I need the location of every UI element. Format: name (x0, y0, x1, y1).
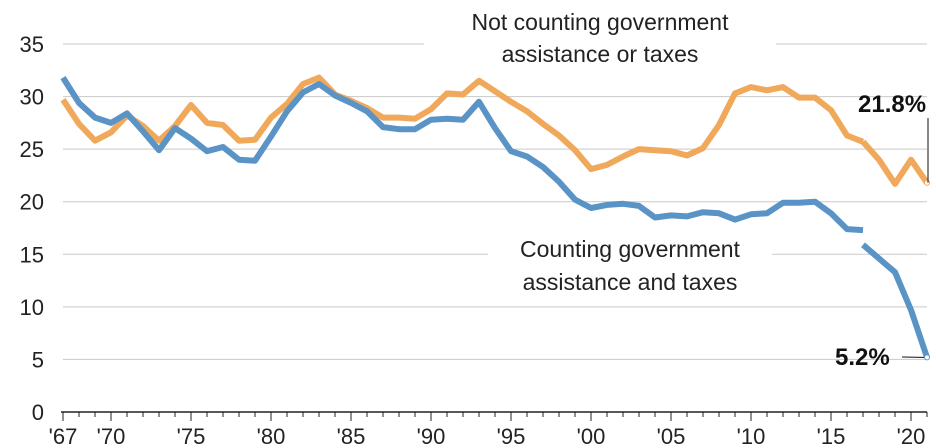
x-tick-label: '80 (257, 424, 286, 448)
series-line-0-segment-0 (60, 74, 865, 173)
y-tick-label: 5 (32, 347, 44, 372)
y-tick-label: 0 (32, 400, 44, 425)
annotation-mask (424, 4, 776, 72)
series-end-label: 21.8% (858, 91, 926, 118)
series-line-1-segment-0 (60, 75, 864, 234)
y-tick-label: 15 (20, 242, 44, 267)
x-tick-label: '05 (657, 424, 686, 448)
x-tick-label: '67 (49, 424, 78, 448)
y-tick-label: 25 (20, 137, 44, 162)
y-tick-label: 20 (20, 190, 44, 215)
x-tick-label: '00 (577, 424, 606, 448)
series-line-0-segment-1 (860, 139, 930, 187)
series-annotation-line: assistance and taxes (523, 269, 738, 295)
x-tick-label: '10 (737, 424, 766, 448)
x-tick-label: '95 (497, 424, 526, 448)
annotation-mask (488, 232, 772, 296)
annotations: Not counting government assistance or tax… (424, 4, 929, 371)
x-tick-label: '15 (817, 424, 846, 448)
series-annotation-line: Not counting government (472, 9, 730, 35)
y-tick-label: 10 (20, 295, 44, 320)
x-tick-label: '90 (417, 424, 446, 448)
series-end-label: 5.2% (835, 344, 890, 371)
series-annotation-line: assistance or taxes (502, 41, 699, 67)
x-tick-label: '70 (97, 424, 126, 448)
axes: 0 5 10 15 20 25 30 35 '67 '70 '75 '80 '85 '90 '95 '00 '0… (20, 32, 928, 448)
series-end-marker (924, 354, 930, 361)
y-tick-label: 35 (20, 32, 44, 57)
series-lines (60, 74, 930, 361)
y-tick-label: 30 (20, 85, 44, 110)
x-tick-label: '85 (337, 424, 366, 448)
series-annotation-line: Counting government (520, 236, 741, 262)
series-line-1-segment-1 (861, 242, 930, 359)
series-end-marker (924, 179, 930, 186)
x-tick-label: '20 (897, 424, 926, 448)
x-tick-label: '75 (177, 424, 206, 448)
